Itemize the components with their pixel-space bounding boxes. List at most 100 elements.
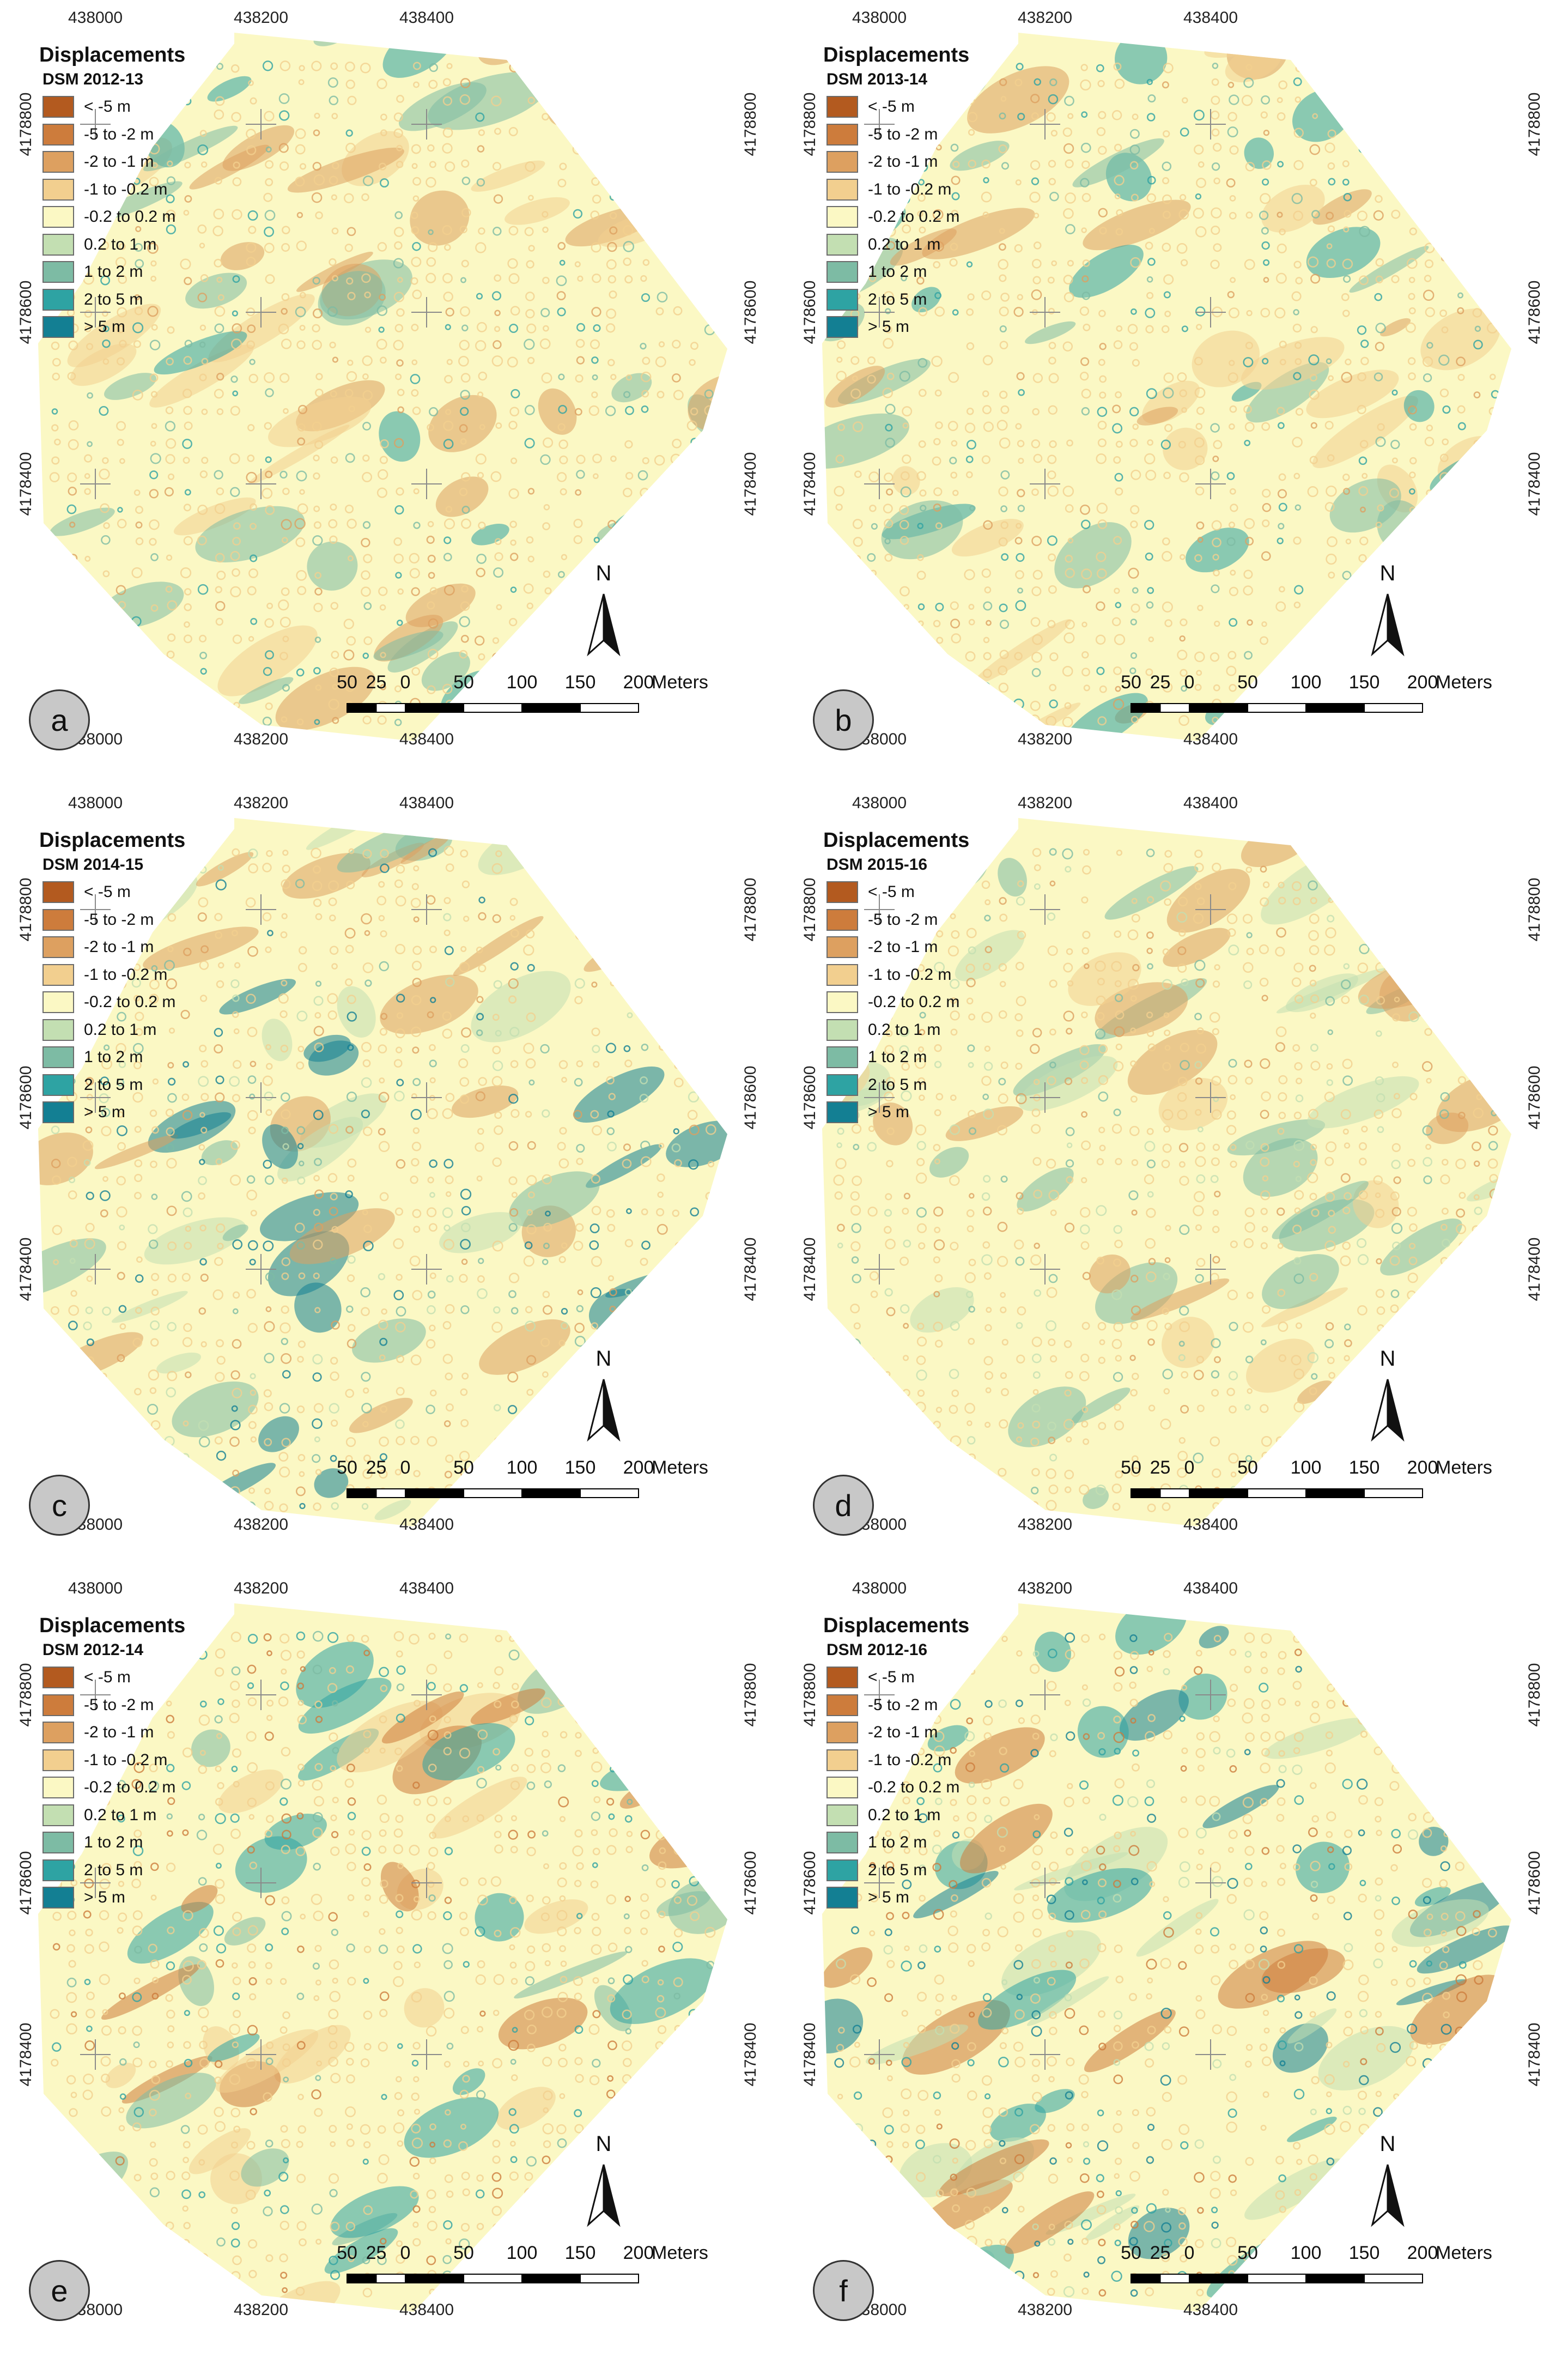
raster-pit (1114, 143, 1122, 152)
raster-pit (1392, 604, 1400, 612)
raster-pit (1278, 1354, 1286, 1362)
legend-item: < -5 m (826, 878, 969, 906)
raster-pit (84, 668, 94, 677)
raster-pit (1408, 293, 1415, 300)
raster-pit (931, 355, 943, 367)
raster-pit (263, 192, 273, 202)
raster-pit (590, 1287, 601, 1299)
raster-pit (197, 293, 208, 302)
raster-pit (393, 438, 404, 449)
raster-pit (965, 701, 975, 711)
raster-patch (1262, 1254, 1339, 1310)
raster-pit (69, 1929, 76, 1936)
raster-pit (1309, 144, 1321, 155)
raster-pit (1065, 224, 1075, 234)
raster-pit (149, 1764, 158, 1773)
raster-pit (216, 373, 224, 381)
raster-pit (903, 1323, 909, 1329)
raster-pit (361, 1109, 370, 1119)
raster-pit (983, 520, 993, 530)
raster-pit (346, 1305, 354, 1313)
raster-pit (1357, 1238, 1367, 1249)
raster-pit (361, 570, 370, 580)
north-arrow-label: N (595, 561, 612, 585)
legend-swatch (826, 123, 858, 146)
raster-pit (673, 1714, 683, 1724)
raster-pit (589, 1223, 600, 1233)
legend-dsm-period: DSM 2013-14 (826, 70, 928, 88)
raster-pit (281, 587, 290, 596)
raster-pit (492, 652, 501, 662)
raster-pit (327, 993, 338, 1004)
legend-label: < -5 m (868, 883, 915, 901)
raster-pit (1295, 277, 1303, 284)
raster-pit (1194, 960, 1206, 971)
raster-pit (332, 275, 338, 282)
raster-pit (102, 2009, 108, 2015)
raster-pit (1260, 636, 1268, 645)
raster-pit (230, 1828, 241, 1839)
raster-pit (508, 420, 518, 430)
raster-pit (1442, 438, 1449, 446)
raster-pit (1294, 1190, 1304, 1200)
raster-pit (1328, 571, 1335, 579)
raster-patch (1192, 330, 1260, 387)
raster-pit (379, 1192, 389, 1202)
raster-pit (640, 275, 647, 282)
raster-pit (362, 1059, 371, 1068)
raster-pit (85, 1222, 95, 1232)
raster-pit (998, 963, 1007, 972)
raster-pit (510, 1700, 519, 1708)
raster-pit (379, 1715, 387, 1724)
raster-pit (84, 1879, 94, 1889)
raster-pit (705, 1289, 713, 1297)
raster-pit (542, 113, 550, 121)
raster-pit (496, 604, 502, 610)
raster-pit (295, 177, 305, 187)
raster-pit (1309, 456, 1318, 464)
raster-pit (1276, 927, 1286, 938)
raster-pit (1162, 537, 1170, 546)
raster-pit (591, 110, 602, 121)
raster-pit (900, 700, 909, 710)
raster-pit (1031, 1108, 1041, 1117)
raster-pit (247, 586, 257, 596)
raster-pit (397, 389, 405, 396)
legend-swatch (42, 1101, 74, 1124)
raster-pit (199, 1159, 205, 1165)
raster-pit (445, 1455, 454, 1463)
raster-pit (919, 226, 926, 234)
raster-pit (1244, 1404, 1251, 1411)
raster-pit (413, 488, 420, 494)
raster-pit (427, 1290, 436, 1299)
raster-pit (642, 356, 651, 365)
raster-pit (427, 1011, 434, 1019)
raster-pit (542, 1371, 549, 1378)
raster-pit (459, 1926, 469, 1936)
raster-pit (152, 1455, 159, 1462)
raster-pit (1162, 1502, 1171, 1511)
raster-pit (1083, 323, 1091, 331)
raster-pit (1195, 226, 1207, 238)
raster-pit (443, 1420, 451, 1427)
raster-pit (1260, 1157, 1270, 1167)
raster-pit (68, 1177, 76, 1184)
raster-pit (1098, 1075, 1109, 1086)
raster-pit (543, 1243, 550, 1250)
raster-pit (443, 1683, 452, 1693)
raster-pit (574, 1323, 585, 1333)
raster-pit (1131, 603, 1140, 613)
raster-pit (1210, 423, 1220, 433)
raster-pit (1031, 1124, 1041, 1134)
raster-pit (1230, 1144, 1237, 1151)
raster-pit (512, 1683, 519, 1691)
raster-pit (281, 1177, 288, 1184)
raster-pit (331, 1320, 340, 1330)
raster-pit (1016, 523, 1022, 529)
raster-pit (363, 1946, 372, 1953)
raster-pit (116, 1206, 127, 1217)
raster-pit (900, 1256, 909, 1266)
raster-pit (1146, 1159, 1156, 1168)
raster-pit (413, 1798, 421, 1806)
raster-pit (264, 1731, 274, 1741)
